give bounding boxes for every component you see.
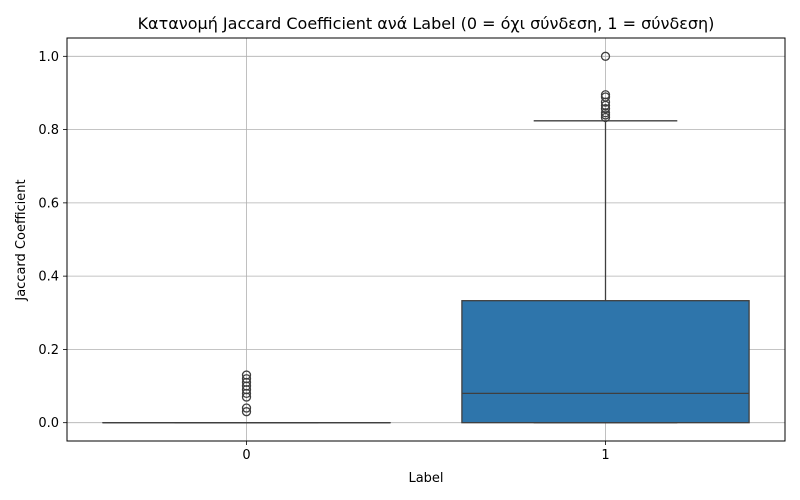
outlier-point bbox=[241, 381, 252, 391]
box-group-0 bbox=[102, 370, 391, 424]
y-tick-label: 0.0 bbox=[38, 416, 59, 431]
y-tick-label: 0.2 bbox=[38, 343, 59, 358]
outlier-point bbox=[600, 97, 611, 107]
outlier-point bbox=[600, 108, 611, 118]
y-tick-label: 1.0 bbox=[38, 50, 59, 65]
outlier-point bbox=[241, 407, 252, 417]
iqr-box bbox=[461, 300, 750, 424]
x-tick-label: 0 bbox=[242, 448, 250, 463]
boxes-layer bbox=[102, 51, 750, 424]
y-tick-label: 0.8 bbox=[38, 123, 59, 138]
outlier-point bbox=[600, 90, 611, 100]
outlier-point bbox=[600, 112, 611, 123]
plot-frame bbox=[66, 37, 786, 442]
outlier-point bbox=[241, 403, 252, 413]
y-axis-ticks: 0.0 0.2 0.4 0.6 0.8 1.0 bbox=[38, 50, 67, 431]
outlier-point bbox=[241, 392, 252, 402]
y-tick-label: 0.6 bbox=[38, 196, 59, 211]
chart-title: Κατανομή Jaccard Coefficient ανά Label (… bbox=[138, 14, 715, 33]
outlier-point bbox=[600, 104, 611, 114]
outlier-point bbox=[241, 370, 252, 380]
x-tick-label: 1 bbox=[601, 448, 609, 463]
y-tick-label: 0.4 bbox=[38, 270, 59, 285]
x-axis-label: Label bbox=[408, 471, 443, 486]
outlier-point bbox=[600, 51, 611, 61]
box-group-1 bbox=[461, 51, 750, 424]
outlier-point bbox=[241, 374, 252, 384]
outlier-point bbox=[241, 388, 252, 399]
grid-lines bbox=[67, 38, 785, 441]
y-axis-label: Jaccard Coefficient bbox=[14, 179, 29, 301]
outlier-point bbox=[241, 385, 252, 395]
outlier-point bbox=[241, 377, 252, 388]
